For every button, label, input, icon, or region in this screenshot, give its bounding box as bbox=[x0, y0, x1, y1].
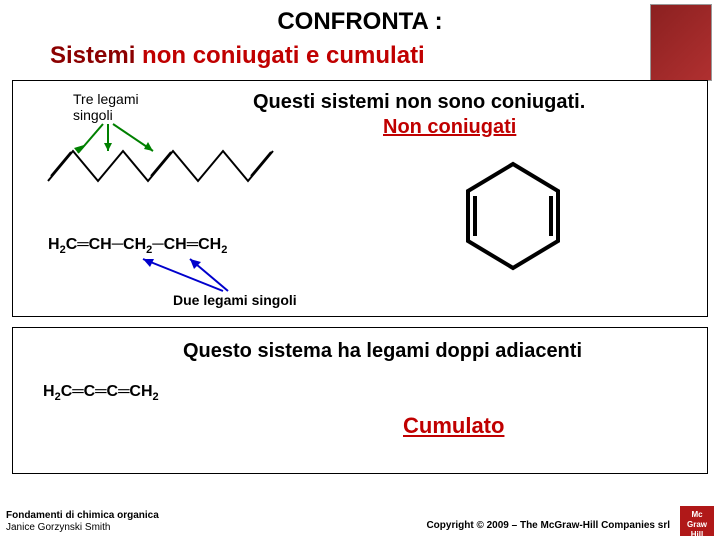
panel-nonconjugated: Tre legami singoli Questi sistemi non so… bbox=[12, 80, 708, 317]
tre-legami-label: Tre legami singoli bbox=[73, 91, 139, 123]
formula-cumulene: H2C═C═C═CH2 bbox=[43, 383, 159, 403]
blue-arrows-due bbox=[108, 251, 288, 296]
book-cover-thumbnail bbox=[650, 4, 712, 81]
footer-left: Fondamenti di chimica organica Janice Go… bbox=[6, 510, 159, 534]
mcgraw-hill-logo: McGrawHill bbox=[680, 506, 714, 536]
questo-text: Questo sistema ha legami doppi adiacenti bbox=[183, 340, 582, 363]
page-subtitle: Sistemi non coniugati e cumulati bbox=[0, 36, 720, 80]
subtitle-part2: non coniugati e cumulati bbox=[142, 42, 425, 69]
panel-cumulated: Questo sistema ha legami doppi adiacenti… bbox=[12, 327, 708, 474]
due-legami-label: Due legami singoli bbox=[173, 292, 297, 308]
green-arrows-tre bbox=[53, 121, 213, 161]
hexagon-structure bbox=[453, 156, 573, 276]
subtitle-part1: Sistemi bbox=[50, 42, 142, 69]
questi-text: Questi sistemi non sono coniugati. bbox=[253, 91, 585, 114]
footer-right: Copyright © 2009 – The McGraw-Hill Compa… bbox=[426, 520, 670, 531]
cumulato-label: Cumulato bbox=[403, 413, 504, 439]
page-title: CONFRONTA : bbox=[0, 0, 720, 36]
non-coniugati-label: Non coniugati bbox=[383, 116, 516, 139]
